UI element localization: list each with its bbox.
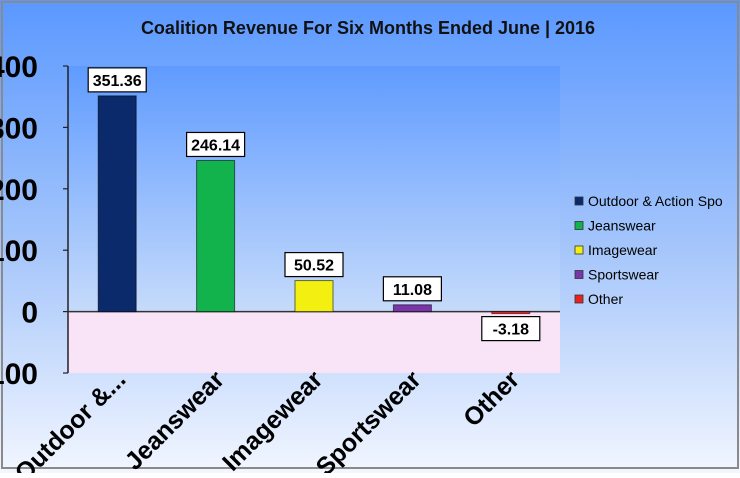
y-tick-label: 300 bbox=[0, 112, 38, 145]
data-label: 351.36 bbox=[93, 73, 142, 90]
data-label: 11.08 bbox=[393, 282, 432, 299]
legend-item-label: Jeanswear bbox=[588, 218, 656, 234]
y-tick-label: 100 bbox=[0, 235, 38, 268]
bar bbox=[196, 159, 236, 313]
legend-item-label: Other bbox=[588, 291, 623, 307]
legend-swatch bbox=[574, 196, 584, 206]
data-label-box bbox=[382, 276, 442, 302]
legend-item-label: Outdoor & Action Spo bbox=[588, 193, 723, 209]
y-tick-label: 100 bbox=[0, 358, 38, 391]
data-label-box bbox=[186, 131, 246, 158]
bar bbox=[97, 95, 137, 313]
legend-swatch bbox=[574, 294, 584, 304]
bar bbox=[491, 311, 531, 315]
legend-swatch bbox=[574, 270, 584, 279]
legend-item-label: Imagewear bbox=[588, 242, 658, 258]
y-tick-label: 0 bbox=[21, 297, 38, 330]
data-label-box bbox=[284, 251, 344, 278]
plot-background-negative bbox=[68, 311, 560, 373]
data-label: -3.18 bbox=[493, 322, 530, 339]
legend-item-label: Sportswear bbox=[588, 267, 659, 283]
data-label-box bbox=[481, 316, 541, 342]
legend-swatch bbox=[574, 245, 584, 255]
legend: Outdoor & Action Spo Jeanswear Imagewear Sp… bbox=[574, 193, 723, 307]
bar bbox=[294, 280, 334, 313]
bar bbox=[392, 304, 432, 313]
legend-swatch bbox=[574, 221, 584, 230]
y-tick-label: 400 bbox=[0, 51, 38, 84]
data-label: 50.52 bbox=[294, 258, 334, 275]
data-label: 246.14 bbox=[191, 137, 240, 154]
data-label-box bbox=[87, 67, 147, 93]
y-tick-label: 200 bbox=[0, 174, 38, 207]
chart-title: Coalition Revenue For Six Months Ended J… bbox=[141, 18, 595, 38]
chart-border bbox=[1, 1, 739, 469]
